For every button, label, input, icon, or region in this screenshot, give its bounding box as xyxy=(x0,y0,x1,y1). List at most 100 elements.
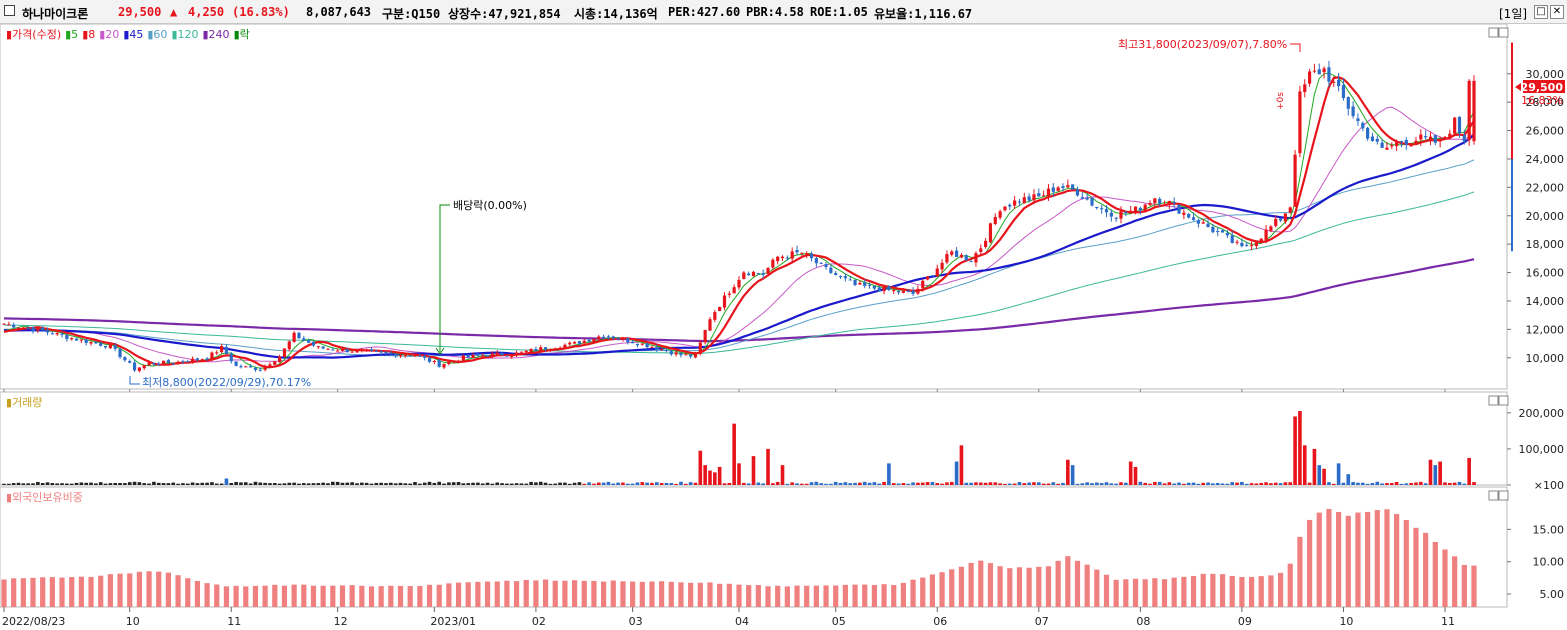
volume-bar xyxy=(418,483,422,485)
foreign-bar xyxy=(1152,578,1158,607)
foreign-bar xyxy=(978,560,984,607)
foreign-bar xyxy=(388,585,394,607)
volume-bar xyxy=(1124,482,1128,485)
candle-body xyxy=(1008,204,1012,207)
panel-close-button xyxy=(1498,395,1509,406)
volume-bar xyxy=(1167,482,1172,485)
foreign-bar xyxy=(291,584,297,607)
candle-body xyxy=(959,254,964,258)
candle-body xyxy=(1356,118,1360,122)
period-selector[interactable]: [1일] xyxy=(1499,7,1528,21)
legend-item[interactable]: ▮8 xyxy=(82,28,96,41)
candle-body xyxy=(1080,197,1084,199)
candle-body xyxy=(988,223,993,243)
legend-item[interactable]: ▮5 xyxy=(65,28,79,41)
foreign-bar xyxy=(552,580,558,607)
foreign-bar xyxy=(1113,579,1119,607)
legend-item[interactable]: ▮240 xyxy=(202,28,230,41)
volume-bar xyxy=(679,481,683,485)
close-icon[interactable]: ✕ xyxy=(1550,5,1564,19)
candle-body xyxy=(278,356,282,363)
candle-body xyxy=(1075,189,1080,196)
foreign-bar xyxy=(107,574,113,607)
legend-item[interactable]: ▮60 xyxy=(147,28,168,41)
foreign-bar xyxy=(378,586,384,607)
candle-body xyxy=(1206,223,1210,228)
volume-bar xyxy=(1365,483,1370,485)
foreign-bar xyxy=(214,584,220,607)
volume-bar xyxy=(214,483,219,485)
foreign-bar xyxy=(310,585,317,607)
volume-bar xyxy=(1472,482,1476,485)
foreign-bar xyxy=(1026,567,1032,607)
candle-body xyxy=(1042,195,1046,197)
volume-bar xyxy=(1443,482,1447,485)
ma45-line xyxy=(3,134,1475,359)
volume-bar xyxy=(795,483,799,485)
volume-bar xyxy=(287,482,292,485)
foreign-bar xyxy=(1258,576,1264,607)
candle-body xyxy=(669,351,673,355)
volume-bar xyxy=(437,481,441,485)
legend-item[interactable]: ▮120 xyxy=(171,28,199,41)
x-tick-label: 2023/01 xyxy=(430,615,476,628)
volume-bar xyxy=(1037,482,1041,485)
candle-body xyxy=(369,349,374,351)
foreign-ratio-bars xyxy=(1,508,1477,607)
foreign-bar xyxy=(1007,568,1013,607)
volume-bar xyxy=(379,482,383,485)
foreign-bar xyxy=(765,586,771,607)
volume-bar xyxy=(355,483,359,485)
chart-canvas[interactable]: 10,000 12,000 14,000 16,000 18,000 20,000 22,0… xyxy=(0,24,1567,630)
foreign-bar xyxy=(1181,576,1187,607)
volume-bar xyxy=(181,483,185,485)
candle-body xyxy=(1225,232,1229,236)
volume-bar xyxy=(867,482,872,485)
candle-body xyxy=(495,352,499,355)
candle-body xyxy=(838,276,843,278)
foreign-bar xyxy=(136,571,142,607)
volume-bar xyxy=(945,482,949,485)
candle-body xyxy=(1051,187,1055,192)
volume-bar xyxy=(954,461,959,485)
foreign-bar xyxy=(204,583,210,607)
candle-body xyxy=(99,343,103,346)
restore-icon[interactable]: □ xyxy=(1534,5,1548,19)
candle-body xyxy=(1249,245,1254,247)
candle-body xyxy=(901,290,906,293)
volume-bar xyxy=(1138,481,1143,485)
candle-body xyxy=(611,336,615,339)
volume-bar xyxy=(916,482,920,485)
annotation-exdiv-arrow xyxy=(435,347,445,355)
foreign-bar xyxy=(649,581,655,607)
legend-item[interactable]: ▮락 xyxy=(233,28,250,41)
foreign-bar xyxy=(688,582,694,607)
volume-legend: ▮거래량 xyxy=(6,396,43,409)
vol-y-tick-label: 100,000 xyxy=(1519,443,1565,456)
volume-bar xyxy=(500,483,504,485)
candle-body xyxy=(456,360,461,362)
volume-bar xyxy=(461,483,466,485)
candle-body xyxy=(21,327,25,329)
select-checkbox[interactable] xyxy=(4,5,15,16)
candle-body xyxy=(737,279,741,288)
foreign-bar xyxy=(417,586,423,607)
volume-bar xyxy=(872,482,877,485)
foreign-bar xyxy=(630,581,636,607)
candle-body xyxy=(1027,196,1031,201)
foreign-bar xyxy=(1132,578,1139,607)
candle-body xyxy=(210,352,214,361)
legend-item[interactable]: ▮가격(수정) xyxy=(6,28,62,41)
y-tick-label: 24,000 xyxy=(1526,153,1565,166)
candle-body xyxy=(229,353,233,362)
volume-bar xyxy=(137,482,142,485)
volume-bar xyxy=(369,483,374,485)
legend-item[interactable]: ▮45 xyxy=(123,28,144,41)
volume-bar xyxy=(1201,482,1206,485)
y-tick-label: 26,000 xyxy=(1526,125,1565,138)
candle-body xyxy=(398,355,403,357)
volume-bar xyxy=(974,482,978,485)
legend-item[interactable]: ▮20 xyxy=(99,28,120,41)
volume-bar xyxy=(113,482,118,485)
volume-bar xyxy=(1423,483,1428,485)
